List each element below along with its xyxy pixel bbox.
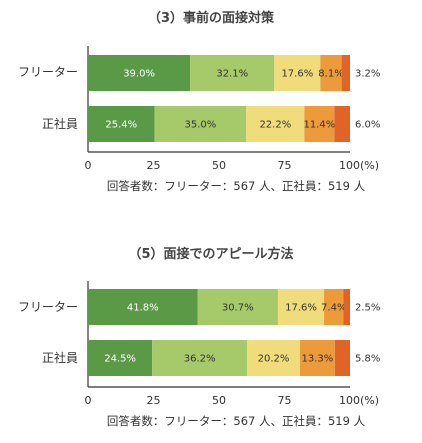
data-label: 8.1% (318, 69, 343, 80)
bar-segment (88, 340, 153, 376)
data-label: 17.6% (285, 303, 317, 314)
chart-2: （5）面接でのアピール方法 フリーター 正社員 41.8% 30.7% 17.6% 7… (18, 246, 380, 428)
data-label: 5.8% (355, 354, 380, 365)
bar-segment (88, 106, 155, 142)
data-label: 39.0% (123, 69, 155, 80)
chart-1-tick-4: 100(%) (339, 159, 379, 172)
chart-1-tick-2: 50 (212, 159, 226, 172)
data-label: 17.6% (281, 69, 313, 80)
bar-segment (88, 55, 191, 91)
bar-segment (88, 289, 198, 325)
data-label: 3.2% (355, 69, 380, 80)
bar-segment (334, 106, 350, 142)
data-label: 36.2% (184, 354, 216, 365)
chart-2-footnote: 回答者数：フリーター：567 人、正社員：519 人 (107, 414, 366, 428)
chart-2-tick-2: 50 (212, 394, 226, 407)
data-label: 41.8% (127, 303, 159, 314)
data-label: 32.1% (216, 69, 248, 80)
chart-1-category-0: フリーター (18, 65, 78, 79)
chart-1: （3）事前の面接対策 フリーター 正社員 39.0% 32.1% 17.6% 8.1%… (18, 10, 380, 193)
bar-segment (246, 106, 305, 142)
chart-1-tick-3: 75 (278, 159, 292, 172)
chart-2-category-0: フリーター (18, 300, 78, 314)
chart-1-bars: 39.0% 32.1% 17.6% 8.1% 3.2% 25.4% 35.0% 22.2% 11… (87, 46, 380, 153)
bar-segment (154, 106, 247, 142)
chart-2-title: （5）面接でのアピール方法 (128, 246, 293, 262)
data-label: 30.7% (222, 303, 254, 314)
chart-1-tick-0: 0 (85, 159, 92, 172)
chart-2-tick-3: 75 (278, 394, 292, 407)
chart-2-tick-0: 0 (85, 394, 92, 407)
chart-2-tick-4: 100(%) (339, 394, 379, 407)
bar-segment (299, 340, 335, 376)
data-label: 22.2% (259, 120, 291, 131)
chart-2-tick-1: 25 (147, 394, 161, 407)
data-label: 2.5% (355, 303, 380, 314)
bar-segment (320, 55, 342, 91)
data-label: 7.4% (321, 303, 346, 314)
data-label: 13.3% (301, 354, 333, 365)
data-label: 25.4% (105, 120, 137, 131)
data-label: 24.5% (104, 354, 136, 365)
chart-1-title: （3）事前の面接対策 (148, 10, 275, 26)
bar-segment (152, 340, 248, 376)
data-label: 35.0% (185, 120, 217, 131)
bar-segment (277, 289, 325, 325)
bar-segment (334, 340, 350, 376)
chart-2-category-1: 正社員 (42, 350, 78, 365)
bar-segment (247, 340, 300, 376)
data-label: 11.4% (303, 120, 335, 131)
bar-segment (343, 289, 350, 325)
bar-segment (324, 289, 344, 325)
chart-2-bars: 41.8% 30.7% 17.6% 7.4% 2.5% 24.5% 36.2% 20.2% 13… (87, 281, 380, 388)
bar-segment (304, 106, 335, 142)
bar-segment (341, 55, 350, 91)
chart-1-footnote: 回答者数：フリーター：567 人、正社員：519 人 (107, 179, 366, 193)
chart-1-tick-1: 25 (147, 159, 161, 172)
bar-segment (190, 55, 275, 91)
bar-segment (197, 289, 278, 325)
data-label: 6.0% (355, 120, 380, 131)
data-label: 20.2% (258, 354, 290, 365)
chart-1-category-1: 正社員 (42, 116, 78, 131)
bar-segment (274, 55, 321, 91)
